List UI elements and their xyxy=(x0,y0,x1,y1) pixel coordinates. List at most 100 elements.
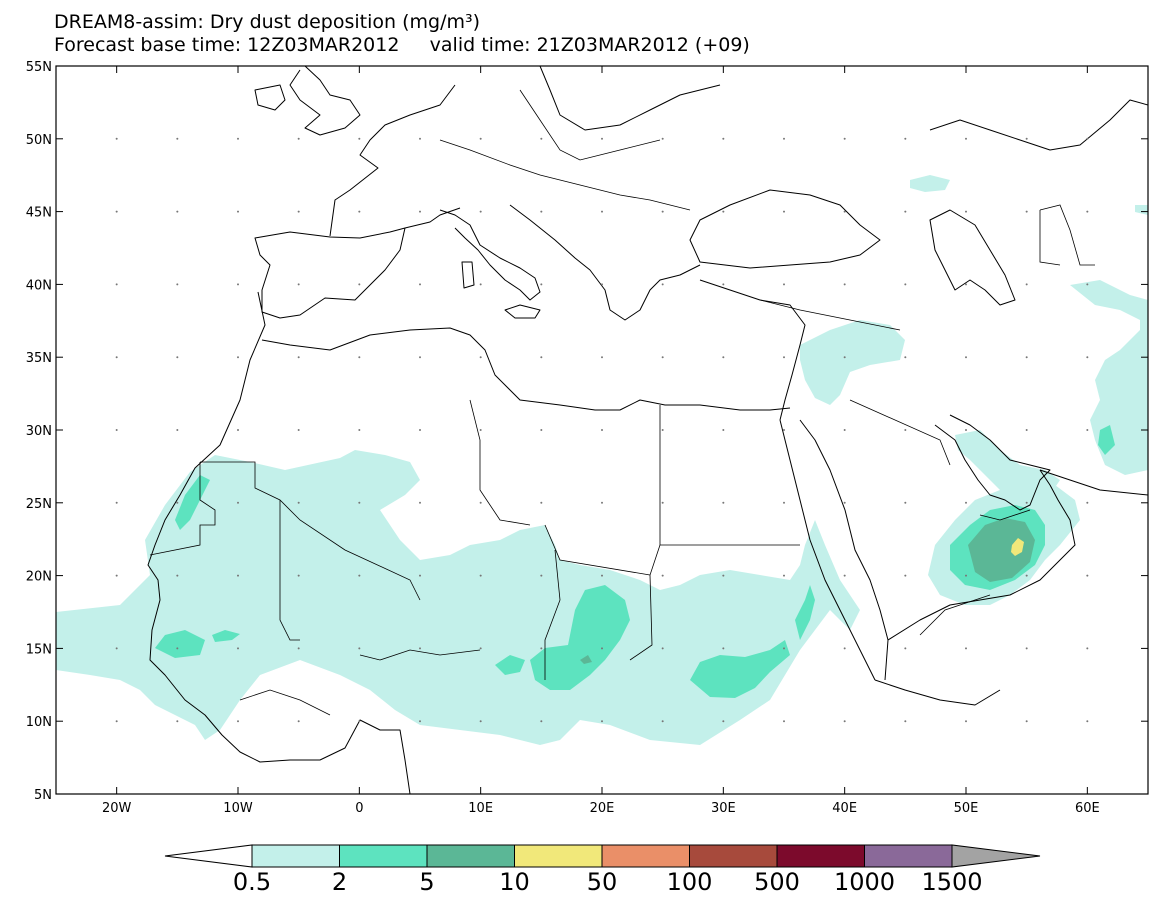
grid-dot xyxy=(965,283,967,286)
grid-dot xyxy=(297,501,300,504)
grid-dot xyxy=(783,647,785,650)
coastlines xyxy=(147,66,1148,794)
grid-dot xyxy=(419,210,421,213)
grid-dot xyxy=(965,647,967,650)
colorbar-level-label: 2 xyxy=(331,868,348,896)
grid-dot xyxy=(661,356,664,359)
grid-dot xyxy=(115,501,118,504)
lat-label: 40N xyxy=(26,278,52,293)
grid-dot xyxy=(540,574,543,577)
grid-dot xyxy=(1025,137,1028,140)
lon-label: 0 xyxy=(355,801,363,816)
lat-label: 5N xyxy=(34,788,52,803)
lon-label: 20W xyxy=(102,801,132,816)
base-time-text: Forecast base time: 12Z03MAR2012 xyxy=(54,34,400,56)
grid-dot xyxy=(722,429,725,431)
grid-dot xyxy=(237,210,239,213)
grid-dot xyxy=(904,356,907,359)
lat-label: 35N xyxy=(26,351,52,366)
grid-dot xyxy=(115,429,118,431)
colorbar-level-label: 100 xyxy=(666,868,713,896)
colorbar-segment xyxy=(601,844,690,868)
grid-dot xyxy=(661,137,664,140)
grid-dot xyxy=(358,283,361,286)
grid-dot xyxy=(297,429,300,431)
grid-dot xyxy=(843,501,846,504)
grid-dot xyxy=(419,283,421,286)
grid-dot xyxy=(297,283,300,286)
grid-dot xyxy=(904,720,907,723)
colorbar-segment xyxy=(776,844,865,868)
grid-dot xyxy=(601,210,603,213)
lon-label: 40E xyxy=(832,801,857,816)
colorbar-level-label: 1500 xyxy=(921,868,983,896)
lon-label: 30E xyxy=(711,801,736,816)
grid-dot xyxy=(115,720,118,723)
country-borders xyxy=(149,89,1095,716)
grid-dot xyxy=(843,429,846,431)
lon-label: 60E xyxy=(1075,801,1100,816)
grid-dot xyxy=(661,283,664,286)
grid-dot xyxy=(176,210,179,213)
grid-dot xyxy=(237,647,239,650)
grid-dot xyxy=(115,137,118,140)
grid-dot xyxy=(115,647,118,650)
colorbar-segment xyxy=(251,844,340,868)
grid-dot xyxy=(1086,429,1089,431)
grid-dot xyxy=(722,647,725,650)
grid-dot xyxy=(904,210,907,213)
grid-dot xyxy=(904,647,907,650)
axis-ticks xyxy=(56,65,1148,795)
grid-dot xyxy=(601,429,603,431)
grid-dot xyxy=(1025,356,1028,359)
grid-dot xyxy=(358,647,361,650)
grid-dot xyxy=(176,574,179,577)
grid-dot xyxy=(1086,356,1089,359)
lat-label: 25N xyxy=(26,497,52,512)
grid-dot xyxy=(479,429,482,431)
lat-label: 50N xyxy=(26,133,52,148)
dust-level-3 xyxy=(580,518,1035,664)
grid-dot xyxy=(358,429,361,431)
lon-label: 50E xyxy=(954,801,979,816)
grid-dot xyxy=(115,283,118,286)
grid-dot xyxy=(965,720,967,723)
grid-dot xyxy=(783,283,785,286)
lat-label: 45N xyxy=(26,206,52,221)
grid-dot xyxy=(540,283,543,286)
lon-label: 10W xyxy=(223,801,253,816)
grid-dot xyxy=(419,137,421,140)
colorbar-segment xyxy=(514,844,603,868)
colorbar-segment xyxy=(426,844,515,868)
lat-label: 10N xyxy=(26,715,52,730)
grid-dot xyxy=(540,501,543,504)
grid-dot xyxy=(722,137,725,140)
grid-dot xyxy=(965,137,967,140)
grid-dot xyxy=(540,647,543,650)
grid-dot xyxy=(297,210,300,213)
grid-dot xyxy=(479,356,482,359)
grid-dot xyxy=(661,574,664,577)
grid-dot xyxy=(176,356,179,359)
grid-dot xyxy=(540,137,543,140)
lat-label: 30N xyxy=(26,424,52,439)
grid-dots xyxy=(115,137,1089,723)
map-subtitle: Forecast base time: 12Z03MAR2012 valid t… xyxy=(54,35,750,55)
grid-dot xyxy=(297,356,300,359)
valid-time-text: valid time: 21Z03MAR2012 (+09) xyxy=(429,34,750,56)
grid-dot xyxy=(237,429,239,431)
grid-dot xyxy=(1086,210,1089,213)
colorbar-level-label: 0.5 xyxy=(232,868,272,896)
grid-dot xyxy=(783,137,785,140)
grid-dot xyxy=(479,720,482,723)
grid-dot xyxy=(722,501,725,504)
grid-dot xyxy=(358,356,361,359)
grid-dot xyxy=(843,720,846,723)
grid-dot xyxy=(661,720,664,723)
grid-dot xyxy=(601,647,603,650)
colorbar-over-arrow xyxy=(951,844,1041,868)
grid-dot xyxy=(661,429,664,431)
grid-dot xyxy=(540,429,543,431)
grid-dot xyxy=(843,210,846,213)
grid-dot xyxy=(419,574,421,577)
